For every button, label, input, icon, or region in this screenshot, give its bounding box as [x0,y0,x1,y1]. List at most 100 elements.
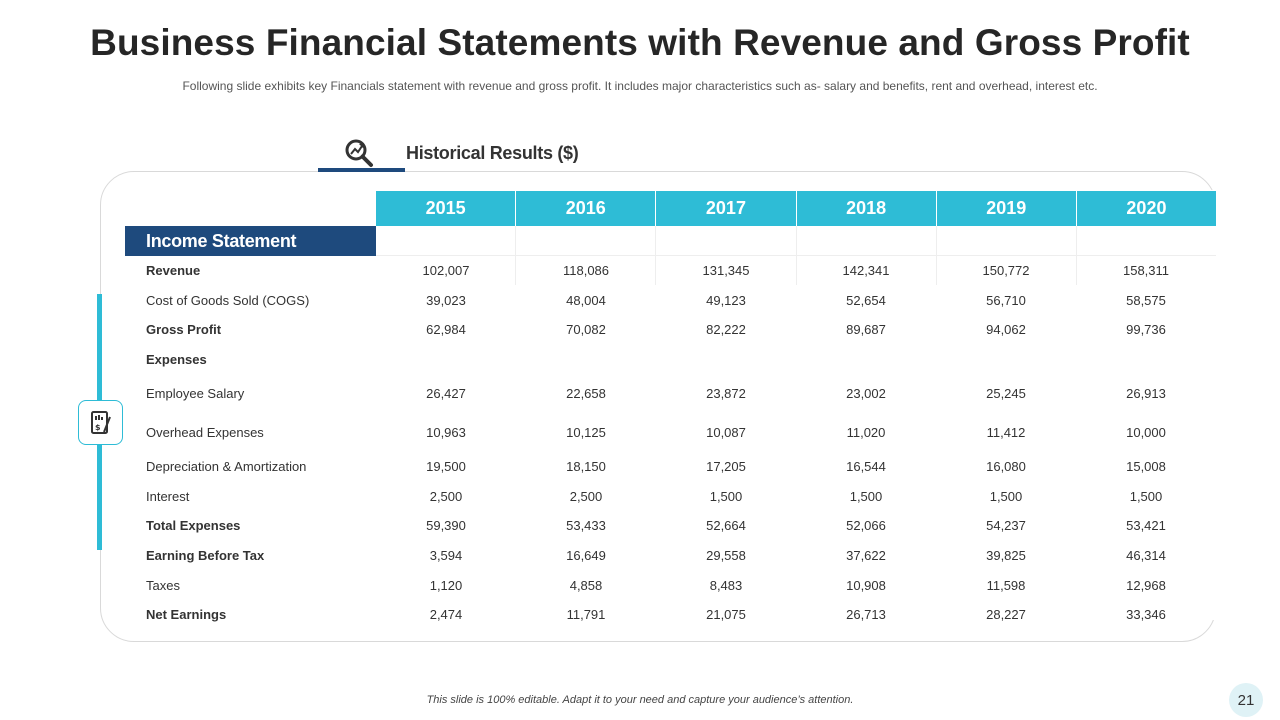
row-value: 89,687 [846,321,886,337]
table-row: Total Expenses 59,390 53,433 52,664 52,0… [125,514,1216,536]
row-label: Employee Salary [146,385,245,401]
row-value: 52,664 [706,517,746,533]
row-value: 25,245 [986,385,1026,401]
table-row: Employee Salary 26,427 22,658 23,872 23,… [125,382,1216,404]
row-value: 10,000 [1126,424,1166,440]
year-header-cell: 2016 [515,191,655,226]
table-row: Overhead Expenses 10,963 10,125 10,087 1… [125,421,1216,443]
row-value: 37,622 [846,547,886,563]
section-tab-underline [318,168,405,172]
table-row: Gross Profit 62,984 70,082 82,222 89,687… [125,318,1216,340]
row-value: 16,080 [986,458,1026,474]
table-row: Taxes 1,120 4,858 8,483 10,908 11,598 12… [125,574,1216,596]
row-value: 29,558 [706,547,746,563]
row-value: 53,421 [1126,517,1166,533]
income-statement-label: Income Statement [125,226,376,256]
row-value: 99,736 [1126,321,1166,337]
year-header-cell: 2020 [1075,191,1216,226]
row-value: 39,825 [986,547,1026,563]
table-row: Earning Before Tax 3,594 16,649 29,558 3… [125,544,1216,566]
row-value: 22,658 [566,385,606,401]
row-value: 26,427 [426,385,466,401]
row-value: 49,123 [706,292,746,308]
row-value: 39,023 [426,292,466,308]
row-value: 18,150 [566,458,606,474]
row-value: 54,237 [986,517,1026,533]
row-value: 102,007 [422,262,470,278]
row-value: 33,346 [1126,606,1166,622]
year-header-cell: 2019 [935,191,1076,226]
row-value: 1,500 [849,488,883,504]
panel-gap [1196,190,1220,620]
row-label: Interest [146,488,190,504]
row-label: Earning Before Tax [146,547,265,563]
row-value: 158,311 [1122,262,1170,278]
row-label: Depreciation & Amortization [146,458,307,474]
row-value: 11,791 [566,606,606,622]
financial-document-icon: $ [90,410,111,434]
row-label: Gross Profit [146,321,222,337]
side-icon-box: $ [78,400,123,445]
row-value: 23,002 [846,385,886,401]
row-value: 118,086 [562,262,610,278]
row-value: 10,963 [426,424,466,440]
row-value: 52,654 [846,292,886,308]
table-row: Interest 2,500 2,500 1,500 1,500 1,500 1… [125,485,1216,507]
row-value: 150,772 [982,262,1030,278]
row-value: 58,575 [1126,292,1166,308]
section-title: Historical Results ($) [406,143,579,163]
row-value: 62,984 [426,321,466,337]
table-row: Revenue 102,007 118,086 131,345 142,341 … [125,259,1216,281]
year-header-cell: 2017 [655,191,795,226]
row-value: 2,474 [429,606,463,622]
row-value: 53,433 [566,517,606,533]
row-label: Net Earnings [146,606,227,622]
column-dividers [376,256,1216,285]
table-row: Expenses [125,348,1216,370]
row-value: 11,412 [986,424,1026,440]
row-value: 8,483 [709,577,743,593]
year-header-cell: 2018 [795,191,936,226]
row-value: 3,594 [429,547,463,563]
row-value: 2,500 [569,488,603,504]
row-label: Taxes [146,577,180,593]
row-value: 46,314 [1126,547,1166,563]
row-value: 1,500 [1129,488,1163,504]
slide-subtitle: Following slide exhibits key Financials … [182,79,1098,93]
search-chart-icon [345,139,373,167]
row-value: 82,222 [706,321,746,337]
row-value: 12,968 [1126,577,1166,593]
row-value: 11,020 [846,424,886,440]
row-value: 94,062 [986,321,1026,337]
svg-text:$: $ [95,423,101,432]
row-value: 142,341 [842,262,890,278]
row-value: 70,082 [566,321,606,337]
row-label: Cost of Goods Sold (COGS) [146,292,310,308]
row-value: 1,500 [989,488,1023,504]
row-value: 17,205 [706,458,746,474]
section-spacer-row [376,226,1216,256]
table-row: Net Earnings 2,474 11,791 21,075 26,713 … [125,603,1216,625]
year-header-row: 2015 2016 2017 2018 2019 2020 [376,191,1216,226]
row-value: 10,125 [566,424,606,440]
row-value: 2,500 [429,488,463,504]
row-value: 1,120 [429,577,463,593]
row-value: 28,227 [986,606,1026,622]
row-value: 131,345 [702,262,750,278]
row-label: Revenue [146,262,201,278]
row-value: 21,075 [706,606,746,622]
row-value: 23,872 [706,385,746,401]
row-value: 26,913 [1126,385,1166,401]
row-value: 48,004 [566,292,606,308]
year-header-cell: 2015 [425,198,466,218]
row-value: 11,598 [986,577,1026,593]
row-value: 4,858 [569,577,603,593]
row-value: 10,908 [846,577,886,593]
row-value: 19,500 [426,458,466,474]
row-value: 1,500 [709,488,743,504]
table-row: Cost of Goods Sold (COGS) 39,023 48,004 … [125,289,1216,311]
table-row: Depreciation & Amortization 19,500 18,15… [125,455,1216,477]
row-value: 15,008 [1126,458,1166,474]
row-label: Expenses [146,351,207,367]
row-label: Overhead Expenses [146,424,264,440]
